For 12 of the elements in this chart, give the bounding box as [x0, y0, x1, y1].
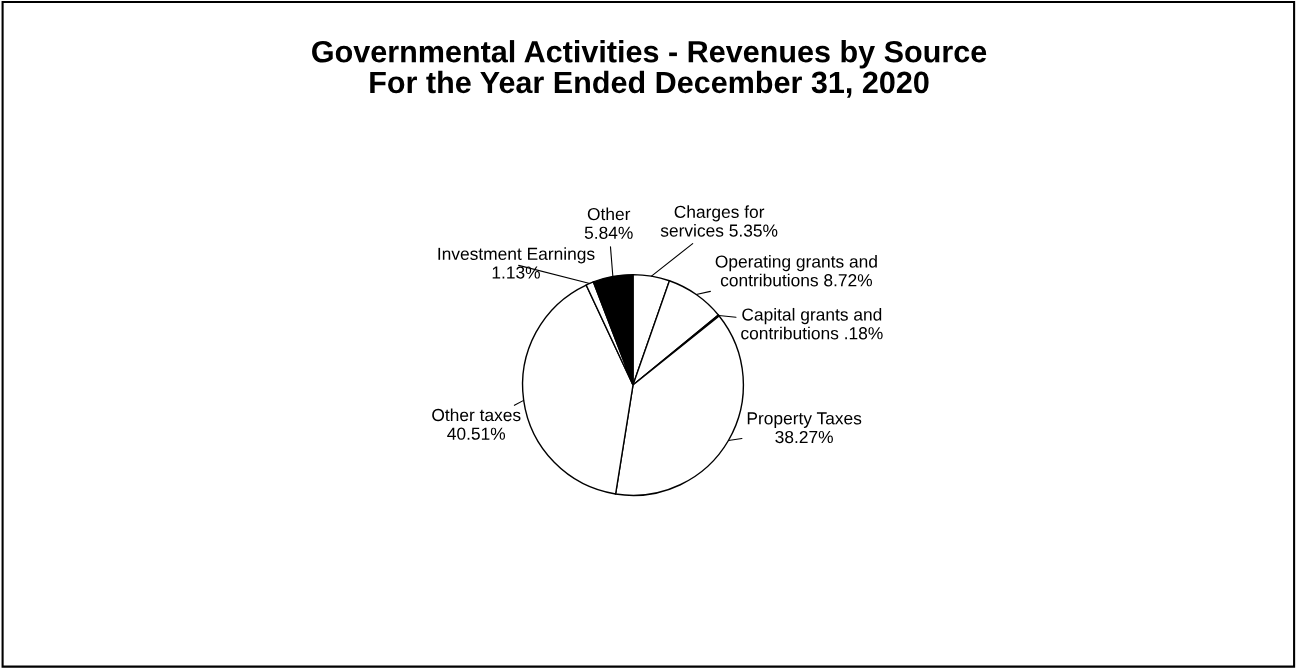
data-label: 1.13% [492, 266, 540, 279]
data-label: 5.84% [584, 226, 633, 239]
slice-label: Other [587, 207, 631, 221]
slice-label: Investment Earnings [438, 247, 595, 264]
slice-label: Operating grants and contributions 8.72% [715, 254, 877, 287]
slice-label: Charges for services 5.35% [660, 205, 778, 237]
data-label: 38.27% [775, 430, 833, 444]
data-label: 40.51% [447, 427, 506, 440]
slice-label: Other taxes [432, 408, 521, 422]
slice-label: Capital grants and contributions .18% [741, 307, 883, 340]
slice-label: Property Taxes [747, 412, 862, 428]
chart-title: Governmental Activities - Revenues by Source For the Year Ended December 31, 2020 [312, 40, 987, 98]
